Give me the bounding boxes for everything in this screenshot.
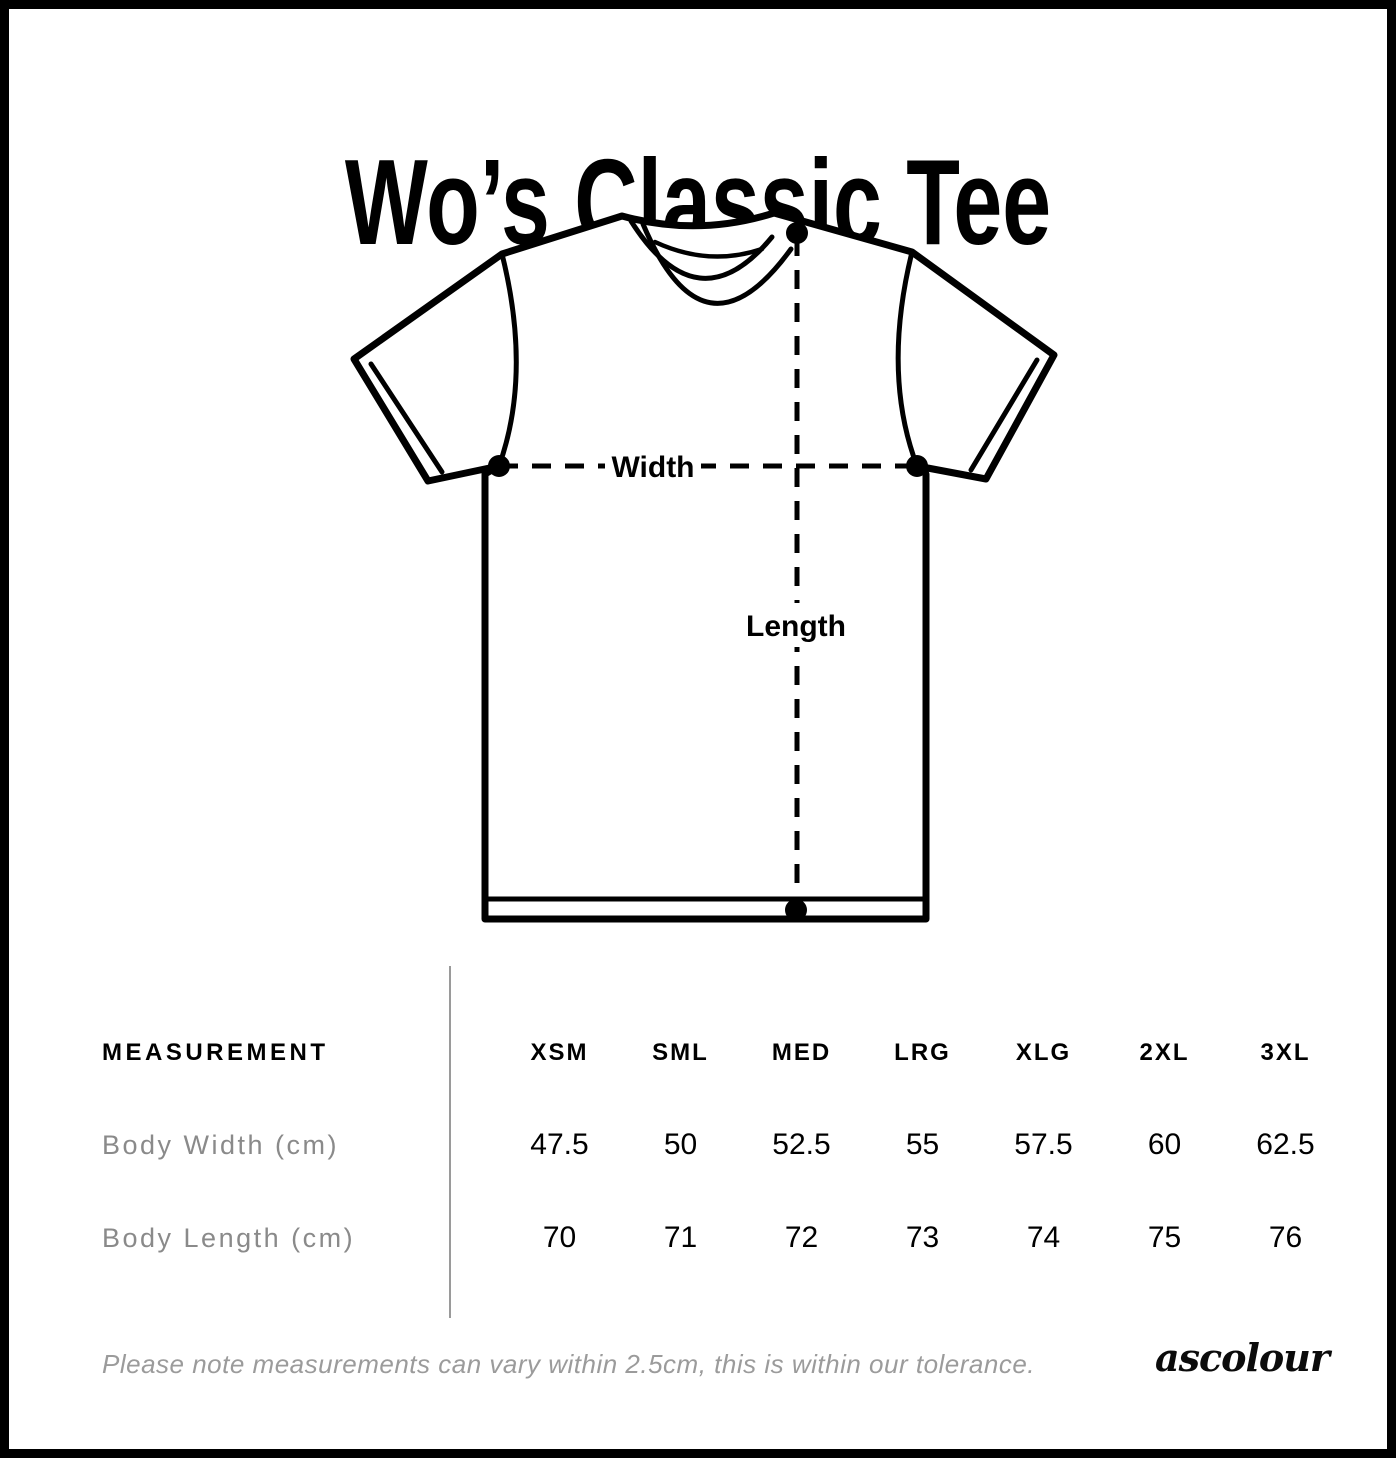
body-width-value: 62.5 <box>1256 1128 1315 1161</box>
body-width-value: 55 <box>905 1128 940 1161</box>
body-length-value: 70 <box>542 1221 577 1254</box>
collar-anchor-dot <box>786 222 808 244</box>
tshirt-outline <box>350 209 1058 923</box>
body-width-value: 57.5 <box>1014 1128 1073 1161</box>
size-header-lrg: LRG <box>894 1039 951 1066</box>
size-header-xsm: XSM <box>530 1039 589 1066</box>
measurement-header: MEASUREMENT <box>102 1039 329 1066</box>
length-dimension-label: Length <box>746 610 846 643</box>
right-cuff-hem-line <box>968 357 1040 473</box>
collar-band-inner <box>628 218 775 281</box>
body-length-value: 75 <box>1147 1221 1182 1254</box>
table-divider-line <box>449 966 451 1318</box>
right-armhole-seam <box>895 249 920 469</box>
size-header-sml: SML <box>652 1039 709 1066</box>
body-width-values: 47.5 50 52.5 55 57.5 60 62.5 <box>499 1127 1346 1163</box>
size-header-2xl: 2XL <box>1139 1039 1190 1066</box>
left-armhole-seam <box>496 251 519 469</box>
body-length-row: Body Length (cm) 70 71 72 73 74 75 76 <box>9 1220 1387 1256</box>
length-label-mask <box>743 603 849 647</box>
body-length-value: 71 <box>663 1221 698 1254</box>
left-underarm-anchor-dot <box>488 455 510 477</box>
left-cuff-hem-line <box>368 361 445 475</box>
size-header-xlg: XLG <box>1015 1039 1072 1066</box>
body-width-row: Body Width (cm) 47.5 50 52.5 55 57.5 60 … <box>9 1127 1387 1163</box>
tshirt-diagram: Width Length <box>350 209 1058 923</box>
body-length-value: 73 <box>905 1221 940 1254</box>
width-label-mask <box>605 446 701 486</box>
size-header-3xl: 3XL <box>1260 1039 1311 1066</box>
body-length-value: 76 <box>1268 1221 1303 1254</box>
body-width-value: 50 <box>663 1128 698 1161</box>
table-header-row: MEASUREMENT XSM SML MED LRG XLG 2XL 3XL <box>9 1035 1387 1071</box>
width-dimension-label: Width <box>611 451 694 484</box>
body-length-row-label: Body Length (cm) <box>102 1223 356 1253</box>
tolerance-note: Please note measurements can vary within… <box>102 1349 1036 1379</box>
collar-front-seam <box>640 221 794 306</box>
body-width-value: 60 <box>1147 1128 1182 1161</box>
ascolour-logo: ascolour <box>1155 1335 1330 1380</box>
size-header-columns: XSM SML MED LRG XLG 2XL 3XL <box>499 1035 1346 1071</box>
body-length-value: 74 <box>1026 1221 1061 1254</box>
collar-back-seam <box>652 239 765 259</box>
body-length-value: 72 <box>784 1221 819 1254</box>
body-width-value: 52.5 <box>772 1128 831 1161</box>
body-width-row-label: Body Width (cm) <box>102 1130 340 1160</box>
hem-anchor-dot <box>785 899 807 921</box>
right-underarm-anchor-dot <box>906 455 928 477</box>
body-length-values: 70 71 72 73 74 75 76 <box>499 1220 1346 1256</box>
body-width-value: 47.5 <box>530 1128 589 1161</box>
size-header-med: MED <box>771 1039 832 1066</box>
